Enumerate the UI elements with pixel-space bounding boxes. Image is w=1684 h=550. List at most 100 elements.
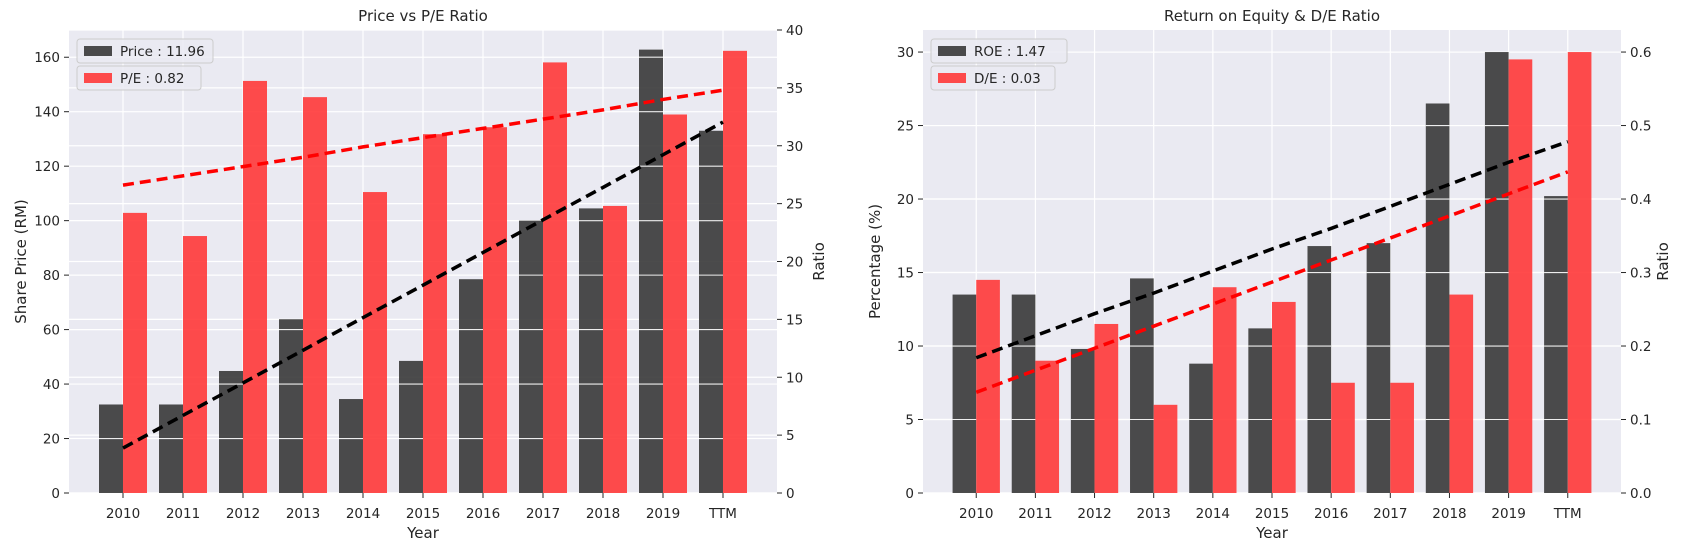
y2-tick-label: 10 [786, 370, 803, 386]
bar-0-b [603, 205, 627, 493]
bar-0-b [723, 50, 747, 494]
bar-1-a [1544, 196, 1568, 494]
x-tick-label: 2010 [959, 506, 993, 522]
bar-0-a [159, 404, 183, 493]
y2-tick-label: 0.0 [1630, 486, 1651, 502]
bar-1-b [1508, 59, 1533, 494]
y-tick-label: 60 [43, 323, 60, 339]
legend-box [76, 65, 202, 91]
chart-roe-de: 0 5 10 15 20 25 30 0.0 0.1 0.2 0.3 0.4 0.5 0.6 2010 201… [866, 7, 1672, 542]
y2-tick-label: 30 [786, 139, 803, 155]
bar-1-a [1248, 328, 1272, 493]
legend-label: Price : 11.96 [120, 44, 205, 60]
bar-0-a [519, 220, 543, 493]
legend-box [76, 38, 214, 64]
y2-tick-label: 5 [786, 428, 795, 444]
bar-0-b [543, 62, 567, 493]
x-tick-label: 2017 [526, 506, 560, 522]
y-tick-label: 25 [897, 119, 914, 135]
y-tick-label: 20 [897, 192, 914, 208]
bar-1-b [1449, 294, 1474, 493]
y2-tick-label: 40 [786, 23, 803, 39]
x-tick-label: TTM [1553, 506, 1582, 522]
bar-1-a [1307, 246, 1332, 493]
legend-box [930, 65, 1056, 91]
bar-1-a [952, 294, 977, 493]
x-tick-label: 2016 [466, 506, 500, 522]
y2-tick-label: 0.6 [1630, 45, 1651, 61]
bar-1-b [1567, 52, 1592, 494]
y-tick-label: 30 [897, 45, 914, 61]
y-tick-label: 160 [34, 50, 60, 66]
legend-box [930, 38, 1068, 64]
bar-0-a [579, 208, 603, 493]
x-tick-label: 2012 [1077, 506, 1111, 522]
y-tick-label: 120 [34, 159, 60, 175]
x-tick-label: 2015 [1255, 506, 1289, 522]
bar-0-b [483, 127, 507, 493]
chart-price-pe: 0 20 40 60 80 100 120 140 160 0 5 10 15 20 25 30 35 40 201… [12, 7, 828, 542]
bar-0-a [99, 404, 123, 493]
y2-tick-label: 0.3 [1630, 266, 1651, 282]
trend-line-1-a [975, 140, 1569, 360]
y2-tick-label: 0 [786, 486, 795, 502]
x-tick-label: 2014 [346, 506, 380, 522]
bar-1-a [1366, 243, 1391, 493]
trend-line-0-a [122, 120, 724, 450]
bar-0-a [699, 130, 723, 494]
trend-line-1-b [975, 170, 1569, 394]
x-tick-label: 2015 [406, 506, 440, 522]
bar-1-b [1035, 360, 1060, 493]
legend-swatch [84, 73, 112, 83]
bar-1-b [1094, 323, 1119, 493]
bar-1-a [1011, 294, 1036, 493]
bar-0-b [183, 236, 207, 493]
y2-tick-label: 0.1 [1630, 413, 1651, 429]
y-axis-label: Share Price (RM) [12, 199, 30, 323]
y-tick-label: 80 [43, 268, 60, 284]
x-tick-label: 2013 [1137, 506, 1171, 522]
bar-0-b [243, 80, 267, 494]
y-tick-label: 100 [34, 214, 60, 230]
y-tick-label: 20 [43, 432, 60, 448]
x-tick-label: 2018 [586, 506, 620, 522]
bar-1-b [1153, 404, 1178, 493]
bar-0-a [639, 49, 663, 494]
y2-axis-label: Ratio [810, 242, 828, 281]
y-tick-label: 0 [905, 486, 914, 502]
chart-title: Return on Equity & D/E Ratio [1164, 7, 1380, 25]
x-tick-label: TTM [708, 506, 737, 522]
x-tick-label: 2012 [226, 506, 260, 522]
y-tick-label: 0 [51, 486, 60, 502]
bar-1-b [1390, 382, 1414, 493]
x-tick-label: 2014 [1196, 506, 1230, 522]
x-tick-label: 2017 [1373, 506, 1407, 522]
y2-tick-label: 25 [786, 197, 803, 213]
bar-1-a [1070, 348, 1095, 493]
bar-0-a [459, 279, 483, 493]
x-tick-label: 2019 [1491, 506, 1525, 522]
bar-1-b [1272, 301, 1296, 493]
y-tick-label: 15 [897, 266, 914, 282]
legend-label: P/E : 0.82 [120, 71, 184, 87]
y2-tick-label: 0.2 [1630, 339, 1651, 355]
x-tick-label: 2018 [1432, 506, 1466, 522]
bar-0-a [339, 399, 363, 493]
bar-0-b [303, 97, 327, 493]
y2-tick-label: 35 [786, 81, 803, 97]
bar-1-b [976, 279, 1000, 493]
y-axis-label: Percentage (%) [866, 204, 884, 319]
x-axis-label: Year [406, 524, 440, 542]
bar-0-b [663, 114, 687, 493]
bar-1-a [1189, 363, 1213, 493]
y-tick-label: 10 [897, 339, 914, 355]
y2-axis-label: Ratio [1654, 242, 1672, 281]
bar-0-a [279, 319, 303, 493]
legend-swatch [938, 46, 966, 56]
bar-1-b [1331, 382, 1355, 493]
x-tick-label: 2010 [106, 506, 140, 522]
bar-0-b [123, 212, 147, 493]
y2-tick-label: 20 [786, 255, 803, 271]
y2-tick-label: 0.5 [1630, 119, 1651, 135]
